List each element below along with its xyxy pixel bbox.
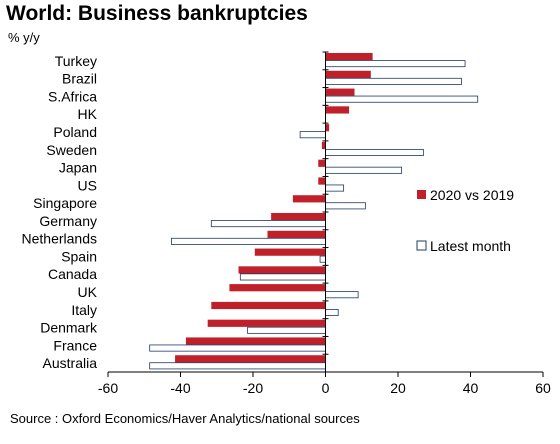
category-label-japan: Japan: [59, 160, 97, 176]
bar-latest-month-poland: [299, 131, 326, 139]
bar-2020-vs-2019-denmark: [207, 319, 326, 327]
bar-2020-vs-2019-netherlands: [267, 230, 326, 238]
x-tick-label-minus-60: -60: [98, 380, 118, 396]
category-label-hk: HK: [78, 106, 98, 122]
bar-latest-month-netherlands: [171, 237, 326, 245]
bar-latest-month-brazil: [325, 77, 462, 85]
category-label-singapore: Singapore: [33, 195, 97, 211]
bar-latest-month-turkey: [325, 60, 466, 68]
unit-label: % y/y: [8, 30, 40, 45]
bar-2020-vs-2019-poland: [325, 124, 330, 132]
bar-2020-vs-2019-spain: [254, 248, 326, 256]
category-label-germany: Germany: [39, 213, 97, 229]
bar-2020-vs-2019-uk: [229, 284, 326, 292]
category-label-turkey: Turkey: [55, 53, 97, 69]
source-note: Source : Oxford Economics/Haver Analytic…: [10, 411, 360, 426]
category-label-spain: Spain: [61, 248, 97, 264]
bar-2020-vs-2019-hk: [325, 106, 350, 114]
bar-latest-month-canada: [239, 273, 326, 281]
category-label-italy: Italy: [71, 302, 97, 318]
bar-latest-month-uk: [325, 291, 359, 299]
x-tick-label-minus-20: -20: [243, 380, 263, 396]
bar-latest-month-france: [149, 344, 326, 352]
bar-2020-vs-2019-sweden: [321, 141, 326, 150]
bar-latest-month-japan: [325, 166, 403, 174]
x-tick-label-0: 0: [322, 380, 330, 396]
bar-2020-vs-2019-us: [318, 177, 326, 185]
bar-latest-month-spain: [319, 255, 326, 263]
category-label-france: France: [53, 337, 97, 353]
bar-2020-vs-2019-france: [185, 337, 326, 345]
category-label-canada: Canada: [48, 266, 97, 282]
bar-2020-vs-2019-italy: [211, 301, 326, 310]
axes-group: [107, 51, 544, 377]
bar-latest-month-denmark: [247, 326, 326, 334]
bar-latest-month-s-africa: [325, 95, 479, 103]
category-label-uk: UK: [78, 284, 98, 300]
bar-latest-month-singapore: [325, 202, 366, 210]
category-label-netherlands: Netherlands: [22, 231, 98, 247]
x-tick-label-20: 20: [390, 380, 406, 396]
chart-title: World: Business bankruptcies: [6, 2, 308, 25]
tick-labels: -60 -40 -20 0 20 40 60: [98, 380, 551, 396]
category-label-australia: Australia: [43, 355, 98, 371]
category-label-brazil: Brazil: [62, 71, 97, 87]
legend-label-2020-vs-2019: 2020 vs 2019: [430, 187, 514, 203]
bar-2020-vs-2019-germany: [271, 213, 326, 221]
category-label-poland: Poland: [53, 124, 97, 140]
x-tick-label-40: 40: [463, 380, 479, 396]
legend-swatch-2020-vs-2019: [417, 190, 426, 199]
bar-2020-vs-2019-canada: [238, 266, 326, 274]
legend: 2020 vs 2019 Latest month: [416, 187, 514, 254]
bar-latest-month-australia: [149, 362, 326, 370]
bar-latest-month-italy: [325, 308, 339, 316]
bar-2020-vs-2019-japan: [318, 159, 326, 167]
category-label-sweden: Sweden: [46, 142, 97, 158]
x-tick-label-minus-40: -40: [170, 380, 190, 396]
category-label-us: US: [78, 177, 97, 193]
category-label-s-africa: S.Africa: [48, 88, 97, 104]
bar-2020-vs-2019-s-africa: [325, 88, 355, 96]
category-label-denmark: Denmark: [40, 320, 98, 336]
bars-group: [149, 53, 479, 370]
bar-2020-vs-2019-australia: [175, 355, 326, 363]
bar-latest-month-germany: [210, 220, 326, 228]
x-tick-label-60: 60: [535, 380, 551, 396]
bar-latest-month-sweden: [325, 148, 424, 156]
bar-2020-vs-2019-turkey: [325, 53, 373, 61]
legend-label-latest-month: Latest month: [430, 238, 511, 254]
bar-latest-month-us: [325, 184, 345, 192]
legend-swatch-latest-month: [416, 240, 427, 251]
bar-2020-vs-2019-brazil: [325, 70, 371, 78]
bar-2020-vs-2019-singapore: [292, 195, 326, 203]
category-labels: TurkeyBrazilS.AfricaHKPolandSwedenJapanU…: [22, 53, 98, 371]
